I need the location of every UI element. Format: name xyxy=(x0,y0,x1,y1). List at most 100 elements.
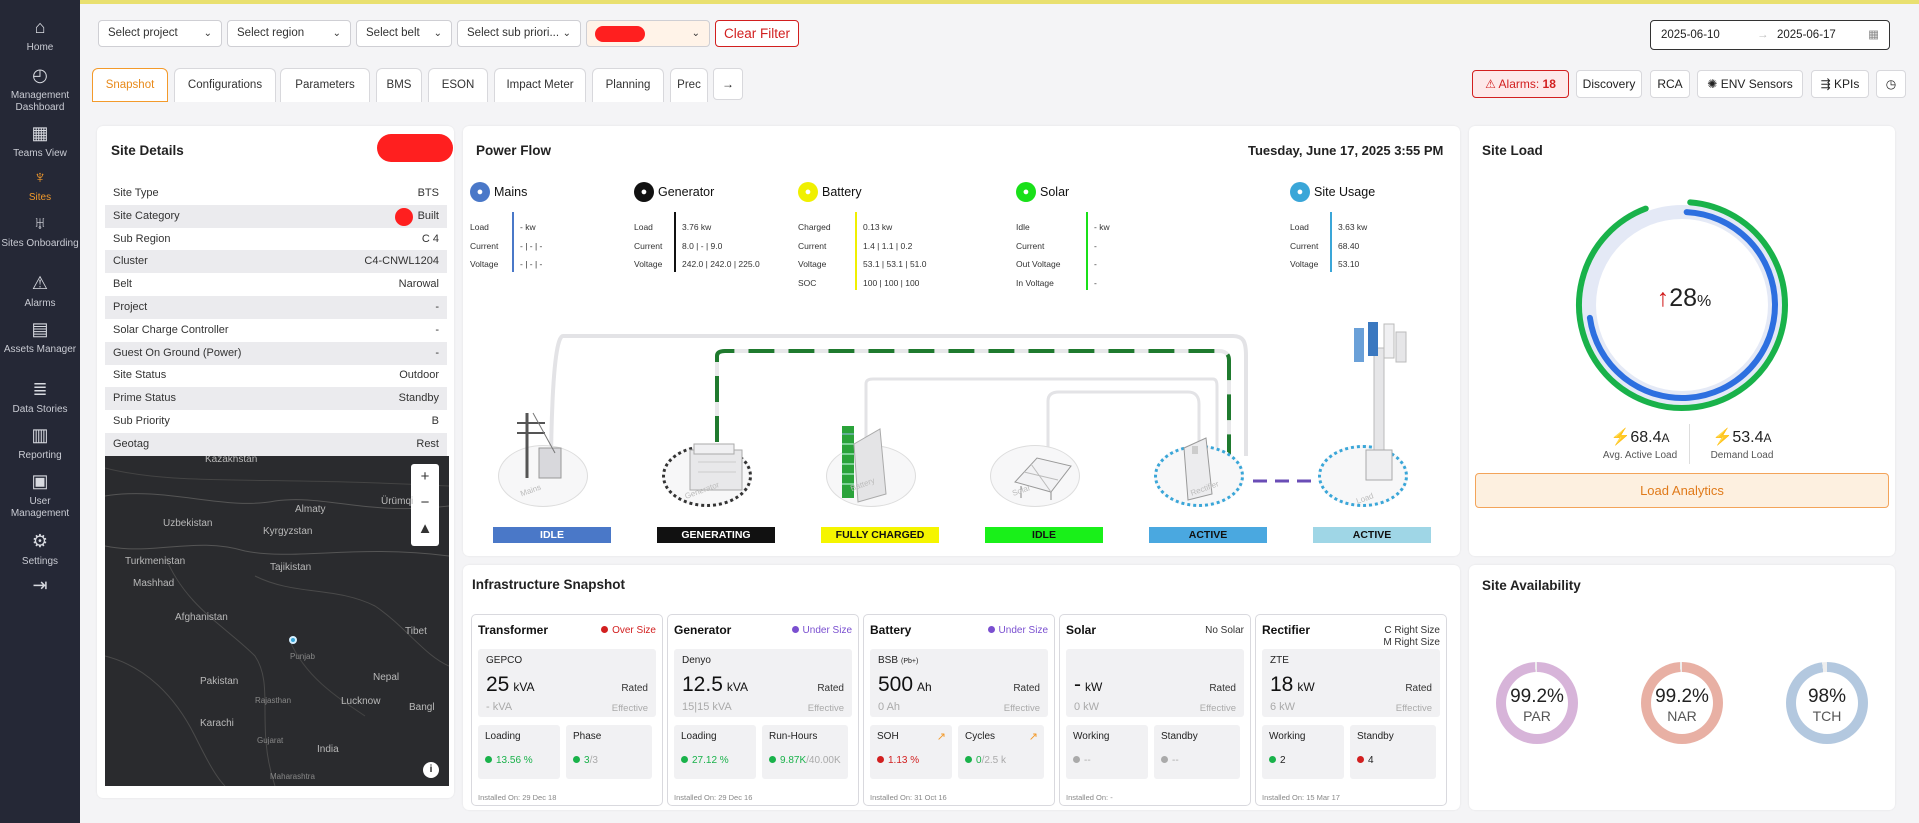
belt-select[interactable]: Select belt ⌄ xyxy=(356,20,452,47)
sidebar-item-user-management[interactable]: ▣ User Management xyxy=(0,470,80,520)
site-location-marker[interactable] xyxy=(289,636,297,644)
installed-on: Installed On: 15 Mar 17 xyxy=(1262,793,1340,802)
sidebar-item-home[interactable]: ⌂ Home xyxy=(0,16,80,54)
power-component-site-usage[interactable]: ● Site Usage Load 3.63 kw Current 68.40 Voltag… xyxy=(1290,180,1490,300)
map-label: Nepal xyxy=(373,672,400,683)
component-icon: ● xyxy=(470,182,490,202)
site-map[interactable]: + − ▲ i Kazakhstan Almaty Ürümqi Uzbekistan… xyxy=(105,456,449,786)
sidebar-item-sites-onboarding[interactable]: ♅ Sites Onboarding xyxy=(0,212,80,250)
sidebar-item-alarms[interactable]: ⚠ Alarms xyxy=(0,272,80,310)
infra-stat-box: Phase 3/3 xyxy=(566,725,652,779)
rated-capacity: 18 kW xyxy=(1270,673,1315,697)
alarms-button[interactable]: ⚠ Alarms: 18 xyxy=(1472,70,1569,98)
stat-value: 9.87K/40.00K xyxy=(769,755,841,766)
metric-value: 53.1 | 53.1 | 51.0 xyxy=(863,259,927,269)
status-dot xyxy=(573,756,580,763)
date-to[interactable]: 2025-06-17 xyxy=(1777,29,1836,41)
status-dot xyxy=(485,756,492,763)
site-detail-key: Sub Priority xyxy=(113,415,170,427)
infra-stat-box: Run-Hours 9.87K/40.00K xyxy=(762,725,848,779)
rectifier-status-label: ACTIVE xyxy=(1149,527,1267,543)
site-detail-key: Guest On Ground (Power) xyxy=(113,346,242,359)
stat-value: 2 xyxy=(1269,755,1286,766)
brand-value: ZTE xyxy=(1270,655,1289,666)
redacted-block xyxy=(377,134,453,162)
kpis-label: KPIs xyxy=(1834,77,1860,91)
sidebar-item-data-stories[interactable]: ≣ Data Stories xyxy=(0,378,80,416)
info-icon[interactable]: i xyxy=(423,762,439,778)
sidebar-item-teams-view[interactable]: ▦ Teams View xyxy=(0,122,80,160)
tab-impact-meter[interactable]: Impact Meter xyxy=(494,68,586,102)
metric-value: 0.13 kw xyxy=(863,222,893,232)
date-range-picker[interactable]: 2025-06-10 → 2025-06-17 ▦ xyxy=(1650,20,1890,50)
site-detail-row: Geotag Rest xyxy=(105,432,447,456)
zoom-out-button[interactable]: − xyxy=(420,494,430,511)
stat-value: 4 xyxy=(1357,755,1374,766)
tab-eson[interactable]: ESON xyxy=(428,68,488,102)
sidebar-item-management-dashboard[interactable]: ◴ Management Dashboard xyxy=(0,64,80,114)
rca-button[interactable]: RCA xyxy=(1650,70,1690,98)
redacted-select[interactable]: ⌄ xyxy=(586,20,710,47)
metric-label: In Voltage xyxy=(1016,277,1054,288)
site-detail-key: Site Type xyxy=(113,187,159,199)
sidebar-item-sites[interactable]: ♆ Sites xyxy=(0,166,80,204)
infra-card-transformer[interactable]: Transformer Over Size GEPCO 25 kVA Rated - kVA… xyxy=(471,614,663,806)
site-load-title: Site Load xyxy=(1482,143,1543,158)
infra-card-title: Solar xyxy=(1066,623,1097,637)
site-detail-key: Project xyxy=(113,301,148,313)
power-component-generator[interactable]: ● Generator Load 3.76 kw Current 8.0 | - | 9.… xyxy=(634,180,834,300)
sidebar-item-reporting[interactable]: ▥ Reporting xyxy=(0,424,80,462)
tab-prec[interactable]: Prec xyxy=(670,68,708,102)
power-component-battery[interactable]: ● Battery Charged 0.13 kw Current 1.4 | 1.1 |… xyxy=(798,180,998,300)
sub-priority-select[interactable]: Select sub priori... ⌄ xyxy=(457,20,581,47)
infra-card-generator[interactable]: Generator Under Size Denyo 12.5 kVA Rated 15|1… xyxy=(667,614,859,806)
rated-label: Rated xyxy=(1405,683,1432,694)
map-label: Lucknow xyxy=(341,696,381,707)
teams-icon: ▦ xyxy=(31,123,49,143)
clear-filter-button[interactable]: Clear Filter xyxy=(715,20,799,47)
compass-button[interactable]: ▲ xyxy=(417,520,433,537)
site-detail-key: Cluster xyxy=(113,255,148,268)
site-detail-key: Sub Region xyxy=(113,232,171,245)
tab-configurations[interactable]: Configurations xyxy=(174,68,276,102)
region-select[interactable]: Select region ⌄ xyxy=(227,20,351,47)
project-select[interactable]: Select project ⌄ xyxy=(98,20,222,47)
history-button[interactable]: ◷ xyxy=(1876,70,1906,98)
metric-label: Voltage xyxy=(798,259,827,269)
tab-bms[interactable]: BMS xyxy=(376,68,422,102)
site-detail-value: B xyxy=(431,415,439,427)
tab-snapshot[interactable]: Snapshot xyxy=(92,68,168,102)
load-analytics-button[interactable]: Load Analytics xyxy=(1475,473,1889,508)
component-name: Generator xyxy=(658,185,715,199)
env-sensors-button[interactable]: ✺ ENV Sensors xyxy=(1697,70,1803,98)
discovery-button[interactable]: Discovery xyxy=(1576,70,1642,98)
rated-capacity-unit: kW xyxy=(1297,680,1315,694)
infra-card-battery[interactable]: Battery Under Size BSB (Pb+) 500 Ah Rated 0 Ah E… xyxy=(863,614,1055,806)
metric-value: - xyxy=(1094,240,1097,251)
chevron-down-icon: ⌄ xyxy=(203,28,212,39)
infra-card-solar[interactable]: Solar No Solar - kW Rated 0 kW Effective Workin… xyxy=(1059,614,1251,806)
sidebar-item-settings[interactable]: ⚙ Settings xyxy=(0,530,80,568)
chevron-down-icon: ⌄ xyxy=(562,28,571,39)
rated-capacity-value: 12.5 xyxy=(682,673,723,696)
sidebar: ⌂ Home ◴ Management Dashboard ▦ Teams View ♆ Si… xyxy=(0,0,80,823)
site-detail-key: Prime Status xyxy=(113,392,176,405)
infra-card-rectifier[interactable]: Rectifier C Right Size M Right Size ZTE 18 kW… xyxy=(1255,614,1447,806)
metric-value: 3.76 kw xyxy=(682,222,712,232)
tabs-scroll-right-button[interactable]: → xyxy=(713,68,743,100)
brand-name: Denyo xyxy=(682,655,711,666)
tab-planning[interactable]: Planning xyxy=(592,68,664,102)
site-load-node[interactable] xyxy=(1318,445,1408,507)
stat-value: -- xyxy=(1073,755,1091,766)
sidebar-item-assets-manager[interactable]: ▤ Assets Manager xyxy=(0,318,80,356)
date-from[interactable]: 2025-06-10 xyxy=(1661,29,1720,41)
power-component-mains[interactable]: ● Mains Load - kw Current - | - | - Voltage - |… xyxy=(470,180,670,300)
infra-stat-box: Working -- xyxy=(1066,725,1148,779)
sidebar-item-logout[interactable]: ⇥ xyxy=(0,574,80,600)
tab-parameters[interactable]: Parameters xyxy=(280,68,370,102)
site-detail-key: Solar Charge Controller xyxy=(113,323,229,336)
power-flow-diagram xyxy=(549,334,1353,483)
power-component-solar[interactable]: ● Solar Idle - kw Current - Out Voltage - In Vol… xyxy=(1016,180,1216,300)
kpis-button[interactable]: ⇶ KPIs xyxy=(1811,70,1869,98)
zoom-in-button[interactable]: + xyxy=(420,468,430,485)
